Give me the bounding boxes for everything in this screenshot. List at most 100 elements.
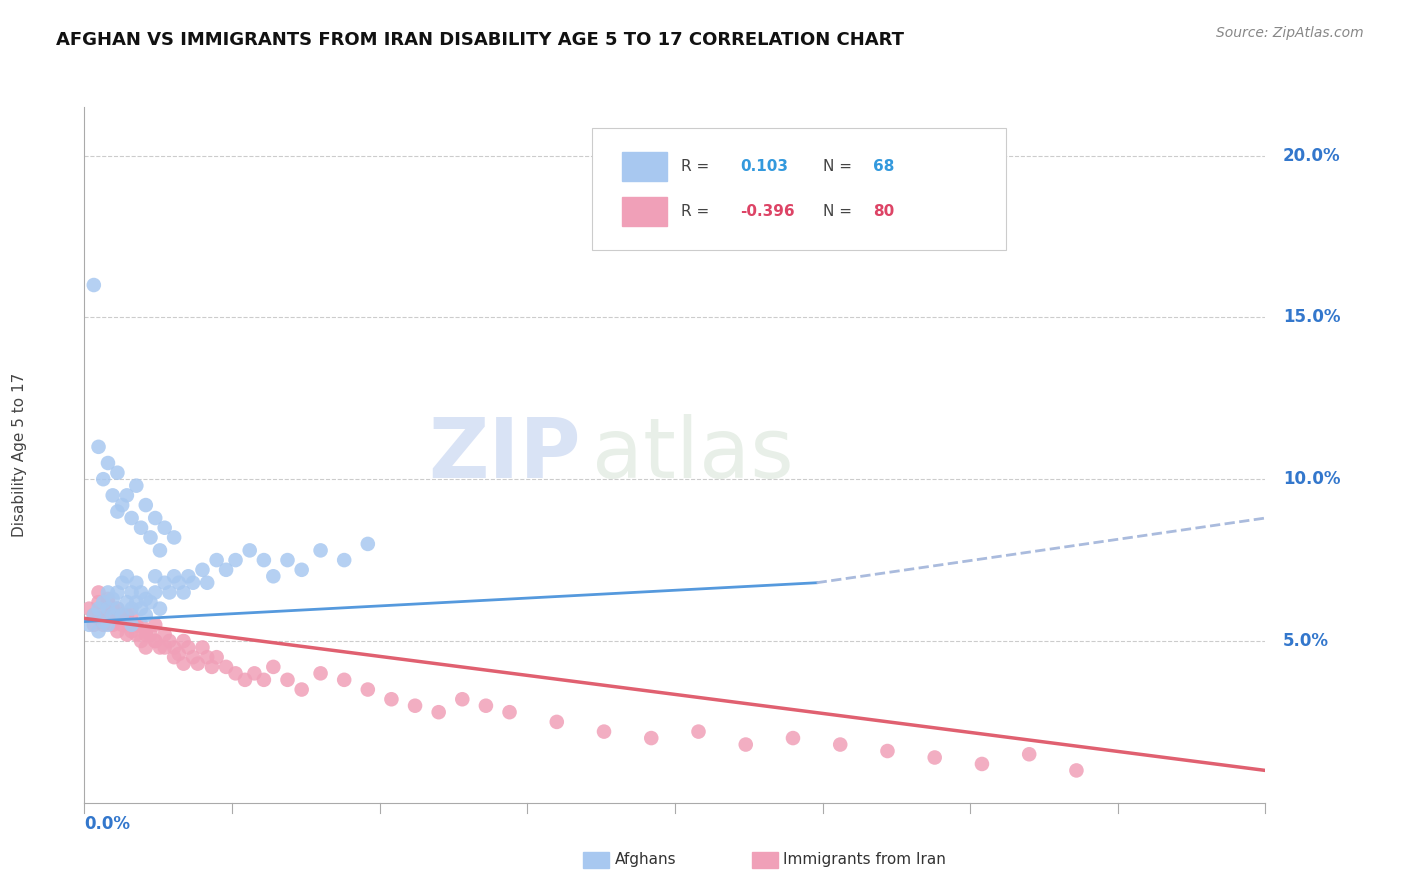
Point [125, 478, 148, 492]
Point [924, 750, 946, 764]
Point [101, 601, 124, 615]
Point [167, 575, 190, 590]
Point [451, 692, 474, 706]
Point [139, 595, 162, 609]
Text: 15.0%: 15.0% [1284, 309, 1340, 326]
Point [153, 521, 176, 535]
Point [157, 585, 180, 599]
Point [143, 511, 166, 525]
Point [225, 666, 247, 681]
Point [546, 714, 568, 729]
Point [91, 601, 114, 615]
Point [167, 647, 190, 661]
Point [139, 627, 162, 641]
Point [121, 511, 143, 525]
Point [107, 601, 129, 615]
Text: ZIP: ZIP [427, 415, 581, 495]
Text: N =: N = [823, 204, 856, 219]
Point [205, 553, 228, 567]
Point [291, 563, 314, 577]
Point [111, 498, 134, 512]
Point [734, 738, 756, 752]
Point [177, 569, 200, 583]
Point [143, 617, 166, 632]
Text: 5.0%: 5.0% [1284, 632, 1329, 650]
Point [970, 756, 993, 771]
Point [87, 585, 110, 599]
Point [87, 595, 110, 609]
Point [153, 627, 176, 641]
Point [149, 640, 172, 655]
Point [125, 595, 148, 609]
Point [181, 650, 204, 665]
Point [333, 673, 356, 687]
Point [129, 601, 152, 615]
Point [121, 601, 143, 615]
Point [357, 682, 380, 697]
Point [91, 615, 114, 629]
Point [404, 698, 426, 713]
Point [135, 640, 157, 655]
Point [191, 640, 214, 655]
Point [333, 553, 356, 567]
Point [475, 698, 498, 713]
Text: 68: 68 [873, 159, 894, 174]
Point [139, 531, 162, 545]
Point [107, 585, 129, 599]
Point [107, 611, 129, 625]
Text: Immigrants from Iran: Immigrants from Iran [783, 853, 946, 867]
Point [77, 601, 100, 615]
Point [97, 585, 120, 599]
Point [163, 650, 186, 665]
Point [177, 640, 200, 655]
Point [1066, 764, 1088, 778]
Point [380, 692, 402, 706]
Point [233, 673, 256, 687]
Point [357, 537, 380, 551]
Text: atlas: atlas [592, 415, 794, 495]
Text: Source: ZipAtlas.com: Source: ZipAtlas.com [1216, 26, 1364, 40]
Text: 0.0%: 0.0% [84, 815, 131, 833]
Point [498, 705, 520, 719]
Point [309, 543, 332, 558]
Point [107, 504, 129, 518]
Point [129, 521, 152, 535]
Point [215, 563, 238, 577]
Point [97, 608, 120, 623]
Point [129, 617, 152, 632]
Point [143, 585, 166, 599]
Point [115, 615, 138, 629]
Point [107, 624, 129, 639]
Point [782, 731, 804, 745]
Point [87, 624, 110, 639]
Point [97, 617, 120, 632]
Point [121, 624, 143, 639]
Point [239, 543, 262, 558]
Point [309, 666, 332, 681]
Point [143, 634, 166, 648]
Point [276, 553, 298, 567]
Point [143, 634, 166, 648]
Point [77, 617, 100, 632]
Point [135, 627, 157, 641]
FancyBboxPatch shape [592, 128, 1005, 250]
Text: Afghans: Afghans [614, 853, 676, 867]
Point [97, 595, 120, 609]
Point [243, 666, 266, 681]
Point [173, 585, 195, 599]
Point [111, 608, 134, 623]
Point [83, 608, 105, 623]
Bar [621, 197, 666, 226]
Point [149, 601, 172, 615]
Point [187, 657, 209, 671]
Point [125, 627, 148, 641]
Point [121, 608, 143, 623]
Point [115, 488, 138, 502]
Point [173, 634, 195, 648]
Point [101, 617, 124, 632]
Text: -0.396: -0.396 [740, 204, 794, 219]
Point [262, 569, 284, 583]
Point [688, 724, 710, 739]
Text: 20.0%: 20.0% [1284, 146, 1341, 165]
Point [163, 640, 186, 655]
